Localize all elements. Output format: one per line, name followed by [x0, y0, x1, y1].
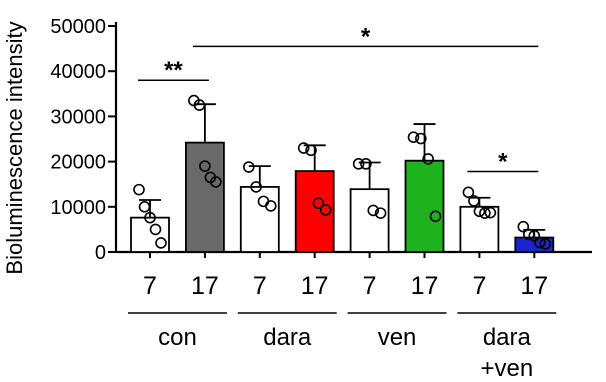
significance-label: *: [361, 23, 371, 50]
data-point: [264, 200, 277, 212]
group-label: dara: [483, 324, 532, 351]
x-tick-label: 17: [520, 272, 548, 300]
bar: [349, 188, 390, 253]
data-point: [144, 211, 156, 224]
y-tick-label: 0: [95, 242, 106, 264]
data-point: [415, 132, 427, 145]
x-tick-label: 7: [472, 272, 486, 300]
data-point: [210, 176, 222, 188]
data-point: [149, 223, 162, 236]
data-point: [522, 228, 535, 241]
data-point: [422, 153, 434, 165]
data-point: [199, 160, 211, 172]
data-point: [539, 238, 552, 250]
data-point: [297, 142, 310, 154]
data-point: [517, 220, 530, 233]
significance-label: *: [498, 149, 508, 176]
data-point: [468, 195, 480, 207]
data-point: [484, 206, 497, 219]
x-tick-label: 7: [363, 272, 377, 300]
x-tick-label: 17: [301, 272, 329, 300]
group-label: con: [158, 324, 197, 351]
data-point: [138, 201, 151, 213]
x-tick-label: 17: [191, 272, 219, 300]
data-point: [243, 161, 255, 173]
data-point: [155, 237, 167, 249]
significance-label: **: [164, 57, 183, 84]
data-point: [473, 205, 486, 218]
x-tick-label: 17: [411, 272, 439, 300]
bar: [184, 141, 225, 253]
y-tick-label: 30000: [50, 106, 106, 128]
y-tick-label: 10000: [50, 197, 106, 219]
data-point: [407, 131, 420, 143]
data-point: [312, 197, 325, 209]
data-point: [193, 99, 206, 111]
bar: [404, 159, 445, 253]
data-point: [360, 158, 372, 170]
data-point: [133, 183, 145, 196]
bar: [294, 170, 335, 253]
y-tick-label: 20000: [50, 152, 106, 174]
group-label: +ven: [480, 355, 533, 382]
y-tick-label: 50000: [50, 16, 106, 38]
data-point: [533, 236, 546, 249]
x-tick-label: 7: [253, 272, 267, 300]
bar: [239, 186, 280, 253]
group-label: dara: [263, 324, 312, 351]
data-point: [462, 186, 475, 199]
data-point: [429, 210, 442, 223]
data-point: [479, 207, 491, 219]
data-point: [367, 204, 380, 217]
y-axis-label: Bioluminescence intensity: [2, 21, 27, 274]
group-label: ven: [378, 324, 417, 351]
data-point: [250, 181, 262, 193]
x-tick-label: 7: [143, 272, 157, 300]
y-tick-label: 40000: [50, 61, 106, 83]
data-point: [374, 207, 387, 219]
data-point: [319, 204, 332, 216]
data-point: [305, 144, 317, 157]
data-point: [352, 158, 365, 170]
